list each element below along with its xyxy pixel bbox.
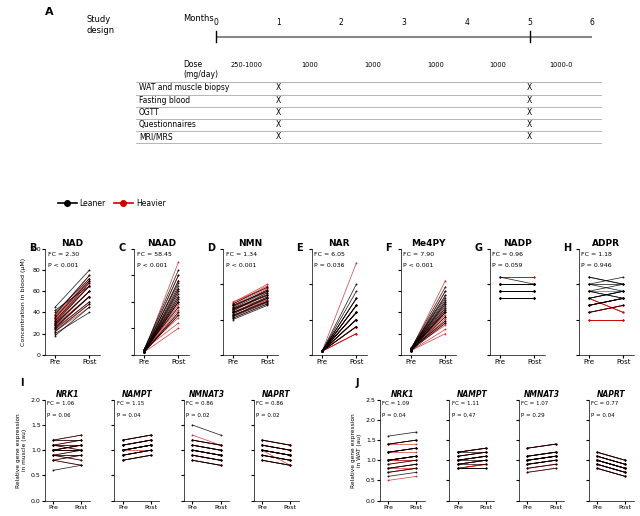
Text: B: B	[29, 243, 36, 252]
Text: Fasting blood: Fasting blood	[139, 95, 190, 105]
Text: E: E	[296, 243, 303, 252]
Title: NRK1: NRK1	[56, 390, 79, 399]
Text: 250-1000: 250-1000	[231, 62, 263, 69]
Text: FC = 0.77: FC = 0.77	[591, 401, 618, 406]
Text: FC = 2.30: FC = 2.30	[47, 252, 79, 257]
Text: P = 0.29: P = 0.29	[522, 413, 545, 418]
Text: C: C	[118, 243, 125, 252]
Text: FC = 1.06: FC = 1.06	[47, 401, 74, 406]
Text: X: X	[527, 108, 532, 117]
Text: FC = 1.18: FC = 1.18	[581, 252, 612, 257]
Text: 1000: 1000	[427, 62, 444, 69]
Text: X: X	[527, 95, 532, 105]
Text: WAT and muscle biopsy: WAT and muscle biopsy	[139, 84, 229, 92]
Text: FC = 6.05: FC = 6.05	[314, 252, 346, 257]
Text: FC = 0.86: FC = 0.86	[256, 401, 283, 406]
Text: P = 0.059: P = 0.059	[492, 263, 523, 268]
Text: FC = 1.07: FC = 1.07	[522, 401, 548, 406]
Text: X: X	[276, 132, 281, 141]
Title: Me4PY: Me4PY	[411, 239, 445, 248]
Legend: Leaner, Heavier: Leaner, Heavier	[54, 196, 168, 211]
Text: I: I	[20, 378, 24, 388]
Y-axis label: Relative gene expression
in muscle (au): Relative gene expression in muscle (au)	[16, 413, 27, 488]
Title: NAAD: NAAD	[147, 239, 176, 248]
Y-axis label: Relative gene expression
in WAT (au): Relative gene expression in WAT (au)	[351, 413, 362, 488]
Text: MRI/MRS: MRI/MRS	[139, 132, 173, 141]
Text: P = 0.04: P = 0.04	[116, 413, 140, 418]
Title: NRK1: NRK1	[390, 390, 414, 399]
Text: 0: 0	[213, 18, 218, 27]
Y-axis label: Concentration in blood (μM): Concentration in blood (μM)	[21, 258, 26, 346]
Text: 2: 2	[339, 18, 344, 27]
Text: 1000-0: 1000-0	[549, 62, 573, 69]
Text: P < 0.001: P < 0.001	[225, 263, 256, 268]
Text: X: X	[527, 120, 532, 129]
Text: J: J	[355, 378, 358, 388]
Text: 1: 1	[276, 18, 281, 27]
Text: FC = 58.45: FC = 58.45	[136, 252, 172, 257]
Title: ADPR: ADPR	[592, 239, 620, 248]
Text: Questionnaires: Questionnaires	[139, 120, 197, 129]
Text: P = 0.47: P = 0.47	[452, 413, 476, 418]
Text: X: X	[276, 120, 281, 129]
Title: NMNAT3: NMNAT3	[524, 390, 559, 399]
Text: 6: 6	[590, 18, 595, 27]
Text: P < 0.001: P < 0.001	[403, 263, 434, 268]
Text: P = 0.02: P = 0.02	[256, 413, 280, 418]
Text: 1000: 1000	[301, 62, 318, 69]
Text: X: X	[276, 84, 281, 92]
Text: 5: 5	[527, 18, 532, 27]
Title: NAMPT: NAMPT	[122, 390, 152, 399]
Text: X: X	[276, 95, 281, 105]
Text: FC = 7.90: FC = 7.90	[403, 252, 435, 257]
Text: FC = 1.11: FC = 1.11	[452, 401, 479, 406]
Title: NAPRT: NAPRT	[262, 390, 291, 399]
Text: P = 0.036: P = 0.036	[314, 263, 345, 268]
Text: P = 0.02: P = 0.02	[186, 413, 210, 418]
Text: FC = 0.96: FC = 0.96	[492, 252, 524, 257]
Text: FC = 0.86: FC = 0.86	[186, 401, 214, 406]
Text: 1000: 1000	[364, 62, 381, 69]
Text: X: X	[527, 84, 532, 92]
Text: P = 0.04: P = 0.04	[382, 413, 406, 418]
Text: FC = 1.09: FC = 1.09	[382, 401, 410, 406]
Text: P < 0.001: P < 0.001	[136, 263, 167, 268]
Title: NMNAT3: NMNAT3	[189, 390, 225, 399]
Text: Months: Months	[183, 14, 214, 23]
Text: H: H	[563, 243, 572, 252]
Text: FC = 1.34: FC = 1.34	[225, 252, 257, 257]
Text: D: D	[207, 243, 216, 252]
Title: NMN: NMN	[238, 239, 262, 248]
Title: NAD: NAD	[61, 239, 83, 248]
Text: A: A	[45, 7, 53, 17]
Text: P = 0.06: P = 0.06	[47, 413, 70, 418]
Title: NAPRT: NAPRT	[597, 390, 625, 399]
Text: OGTT: OGTT	[139, 108, 159, 117]
Text: P = 0.04: P = 0.04	[591, 413, 614, 418]
Text: X: X	[527, 132, 532, 141]
Text: 4: 4	[465, 18, 469, 27]
Text: Study
design: Study design	[86, 15, 114, 35]
Text: P < 0.001: P < 0.001	[47, 263, 78, 268]
Text: 3: 3	[401, 18, 406, 27]
Title: NADP: NADP	[503, 239, 532, 248]
Text: X: X	[276, 108, 281, 117]
Title: NAR: NAR	[328, 239, 350, 248]
Title: NAMPT: NAMPT	[456, 390, 487, 399]
Text: F: F	[385, 243, 392, 252]
Text: P = 0.946: P = 0.946	[581, 263, 612, 268]
Text: 1000: 1000	[490, 62, 507, 69]
Text: G: G	[474, 243, 483, 252]
Text: Dose
(mg/day): Dose (mg/day)	[183, 59, 218, 79]
Text: FC = 1.15: FC = 1.15	[116, 401, 144, 406]
